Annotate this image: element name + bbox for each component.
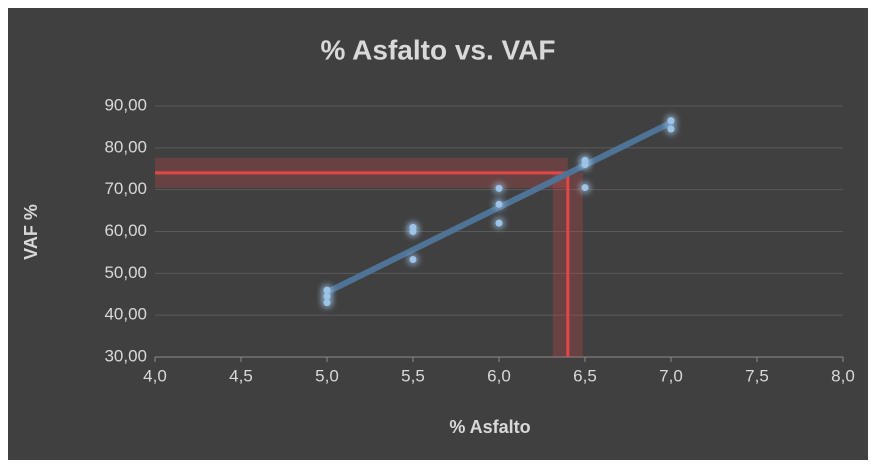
point bbox=[409, 228, 417, 235]
x-tick-label: 4,5 bbox=[229, 366, 253, 385]
y-tick-label: 40,00 bbox=[104, 305, 147, 324]
x-axis-label: % Asfalto bbox=[449, 417, 530, 437]
point bbox=[581, 184, 589, 192]
chart-title: % Asfalto vs. VAF bbox=[321, 34, 556, 65]
y-tick-label: 60,00 bbox=[104, 221, 147, 240]
y-tick-label: 80,00 bbox=[104, 137, 147, 156]
x-tick-label: 6,0 bbox=[487, 366, 511, 385]
point bbox=[495, 200, 503, 208]
point bbox=[667, 117, 675, 125]
x-tick-label: 7,0 bbox=[659, 366, 683, 385]
y-axis-label: VAF % bbox=[21, 204, 41, 260]
point bbox=[581, 161, 589, 169]
x-tick-label: 5,5 bbox=[401, 366, 425, 385]
chart-background bbox=[8, 8, 868, 460]
point bbox=[495, 219, 503, 227]
x-tick-label: 8,0 bbox=[831, 366, 855, 385]
x-tick-label: 6,5 bbox=[573, 366, 597, 385]
x-tick-label: 5,0 bbox=[315, 366, 339, 385]
y-tick-label: 50,00 bbox=[104, 263, 147, 282]
y-tick-label: 30,00 bbox=[104, 346, 147, 365]
y-tick-label: 90,00 bbox=[104, 95, 147, 114]
x-tick-label: 7,5 bbox=[745, 366, 769, 385]
point bbox=[667, 125, 675, 133]
point bbox=[495, 184, 503, 192]
y-tick-label: 70,00 bbox=[104, 179, 147, 198]
point bbox=[409, 256, 417, 264]
point bbox=[323, 299, 331, 307]
x-tick-label: 4,0 bbox=[143, 366, 167, 385]
